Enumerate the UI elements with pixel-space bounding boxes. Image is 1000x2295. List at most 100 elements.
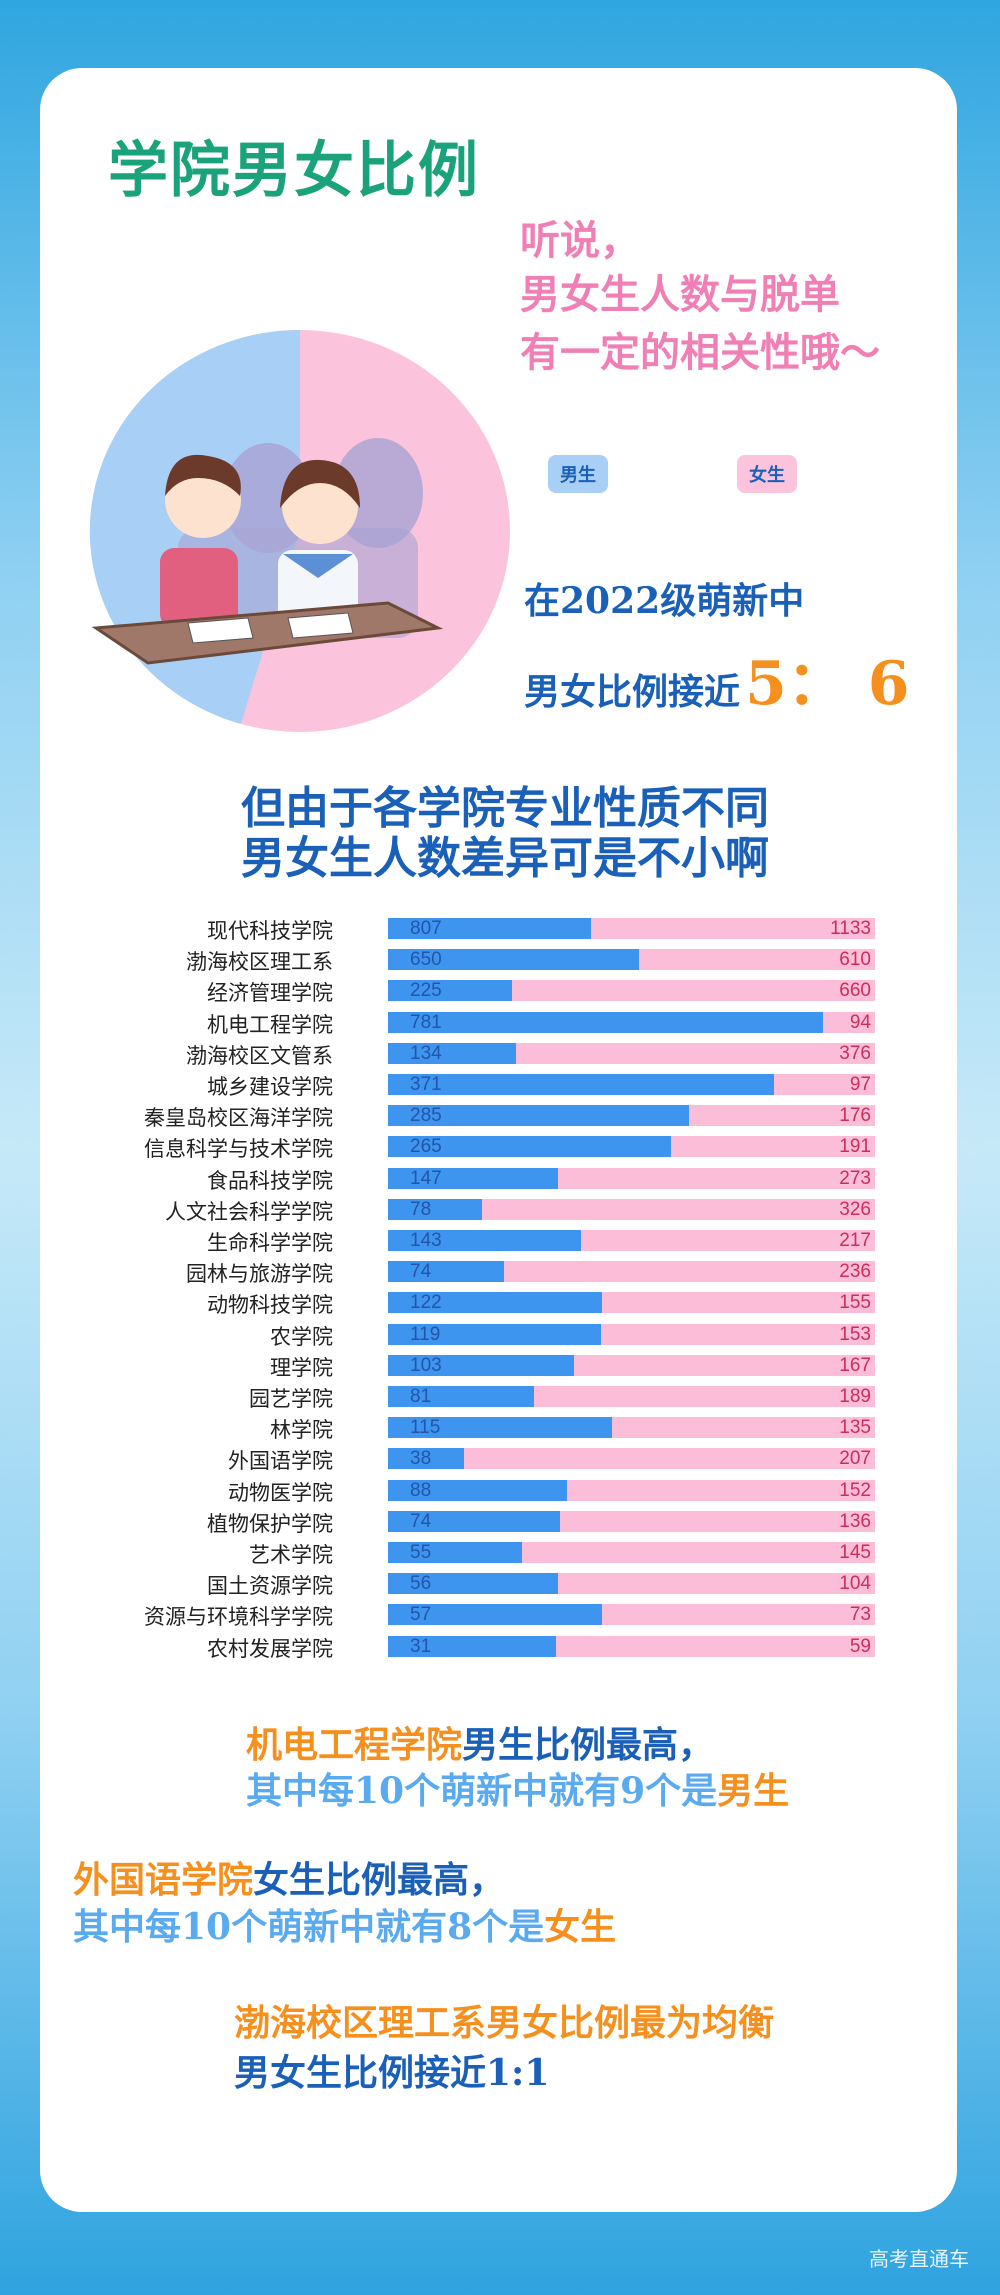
category-label: 理学院 <box>270 1355 333 1380</box>
bar-male <box>388 1479 567 1501</box>
bar-row: 122 155 <box>388 1292 875 1314</box>
value-label-male: 81 <box>410 1386 432 1407</box>
value-label-male: 134 <box>410 1042 442 1064</box>
value-label-male: 74 <box>410 1510 432 1532</box>
value-label-female: 273 <box>839 1167 871 1189</box>
note-2-detail: 其中每10个萌新中就有8个是 <box>73 1906 545 1948</box>
value-label-male: 57 <box>410 1604 432 1626</box>
value-label-female: 135 <box>839 1417 871 1439</box>
note-2-line-2: 其中每10个萌新中就有8个是女生 <box>73 1898 616 1950</box>
category-label: 经济管理学院 <box>207 981 333 1006</box>
bar-male <box>388 1074 775 1095</box>
value-label-male: 119 <box>410 1323 441 1345</box>
bar-row: 371 97 <box>388 1074 875 1095</box>
value-label-male: 122 <box>410 1292 442 1314</box>
bar-male <box>388 1448 464 1470</box>
value-label-male: 143 <box>410 1230 442 1251</box>
intro-line-1: 听说， <box>520 217 640 264</box>
value-label-male: 265 <box>410 1136 442 1158</box>
bar-male <box>388 1542 522 1563</box>
category-label: 城乡建设学院 <box>207 1075 333 1099</box>
bar-male <box>388 1230 582 1251</box>
category-label: 植物保护学院 <box>207 1511 333 1536</box>
gender-pie <box>89 329 510 732</box>
bar-row: 650 610 <box>388 949 875 971</box>
legend-male: 男生 <box>548 455 608 493</box>
category-label: 信息科学与技术学院 <box>144 1137 333 1162</box>
category-label: 林学院 <box>270 1418 333 1443</box>
bar-row: 134 376 <box>388 1042 875 1064</box>
bar-row: 285 176 <box>388 1105 875 1127</box>
bar-male <box>388 1011 823 1033</box>
bar-row: 103 167 <box>388 1354 875 1376</box>
value-label-male: 285 <box>410 1105 442 1127</box>
category-label: 渤海校区理工系 <box>186 950 333 975</box>
value-label-female: 136 <box>839 1510 871 1532</box>
bar-male <box>388 1198 483 1220</box>
note-1-college: 机电工程学院 <box>246 1724 463 1766</box>
bar-row: 38 207 <box>388 1448 875 1470</box>
category-label: 园林与旅游学院 <box>186 1262 333 1287</box>
value-label-female: 104 <box>839 1573 871 1595</box>
value-label-female: 1133 <box>830 918 871 939</box>
subtitle-line-2: 男女生人数差异可是不小啊 <box>241 833 769 884</box>
bar-male <box>388 1136 671 1158</box>
bar-male <box>388 918 591 939</box>
value-label-female: 97 <box>849 1074 871 1095</box>
category-label: 机电工程学院 <box>207 1012 333 1037</box>
bar-row: 74 236 <box>388 1261 875 1283</box>
value-label-male: 103 <box>410 1354 442 1376</box>
category-label: 秦皇岛校区海洋学院 <box>144 1106 333 1131</box>
value-label-female: 73 <box>849 1604 871 1626</box>
bar-male <box>388 1635 556 1657</box>
note-2-claim: 女生比例最高， <box>253 1859 506 1901</box>
watermark: 高考直通车 <box>869 2247 969 2271</box>
bar-row: 265 191 <box>388 1136 875 1158</box>
bar-male <box>388 1167 559 1189</box>
value-label-female: 207 <box>839 1448 871 1470</box>
value-label-female: 217 <box>839 1230 871 1251</box>
bar-row: 88 152 <box>388 1479 875 1501</box>
bar-row: 781 94 <box>388 1011 875 1033</box>
note-1-line-2: 其中每10个萌新中就有9个是男生 <box>246 1762 789 1814</box>
value-label-male: 781 <box>410 1011 442 1033</box>
bar-row: 81 189 <box>388 1386 875 1407</box>
value-label-female: 236 <box>839 1261 871 1283</box>
value-label-female: 660 <box>839 980 871 1002</box>
note-1-gender: 男生 <box>717 1770 790 1812</box>
note-2-college: 外国语学院 <box>73 1859 254 1901</box>
category-label: 人文社会科学学院 <box>165 1199 333 1224</box>
overall-line-1: 在2022级萌新中 <box>524 580 805 622</box>
note-3-line-2: 男女生比例接近1:1 <box>234 2052 550 2094</box>
page-title: 学院男女比例 <box>108 136 480 206</box>
bar-row: 31 59 <box>388 1635 875 1657</box>
category-label: 动物医学院 <box>228 1480 333 1505</box>
value-label-male: 371 <box>410 1074 442 1095</box>
value-label-female: 189 <box>839 1386 871 1407</box>
value-label-female: 94 <box>849 1011 871 1033</box>
value-label-male: 38 <box>410 1448 432 1470</box>
bar-male <box>388 1261 505 1283</box>
intro-line-2: 男女生人数与脱单 <box>520 271 840 318</box>
students-illustration <box>91 438 444 665</box>
value-label-male: 88 <box>410 1479 432 1501</box>
bar-row: 78 326 <box>388 1198 875 1220</box>
value-label-female: 191 <box>839 1136 871 1158</box>
value-label-female: 167 <box>839 1354 871 1376</box>
category-label: 现代科技学院 <box>207 919 333 943</box>
bar-male <box>388 1510 560 1532</box>
bar-row: 56 104 <box>388 1573 875 1595</box>
value-label-male: 225 <box>410 980 442 1002</box>
value-label-female: 376 <box>839 1042 871 1064</box>
bar-male <box>388 1354 574 1376</box>
note-1-detail: 其中每10个萌新中就有9个是 <box>246 1770 718 1812</box>
value-label-female: 145 <box>839 1542 871 1563</box>
category-label: 农村发展学院 <box>207 1636 333 1661</box>
category-label: 农学院 <box>270 1324 333 1349</box>
value-label-male: 55 <box>410 1542 432 1563</box>
bar-row: 115 135 <box>388 1417 875 1439</box>
value-label-male: 147 <box>410 1167 442 1189</box>
note-2-gender: 女生 <box>544 1906 617 1948</box>
bar-row: 225 660 <box>388 980 875 1002</box>
bar-male <box>388 1292 603 1314</box>
